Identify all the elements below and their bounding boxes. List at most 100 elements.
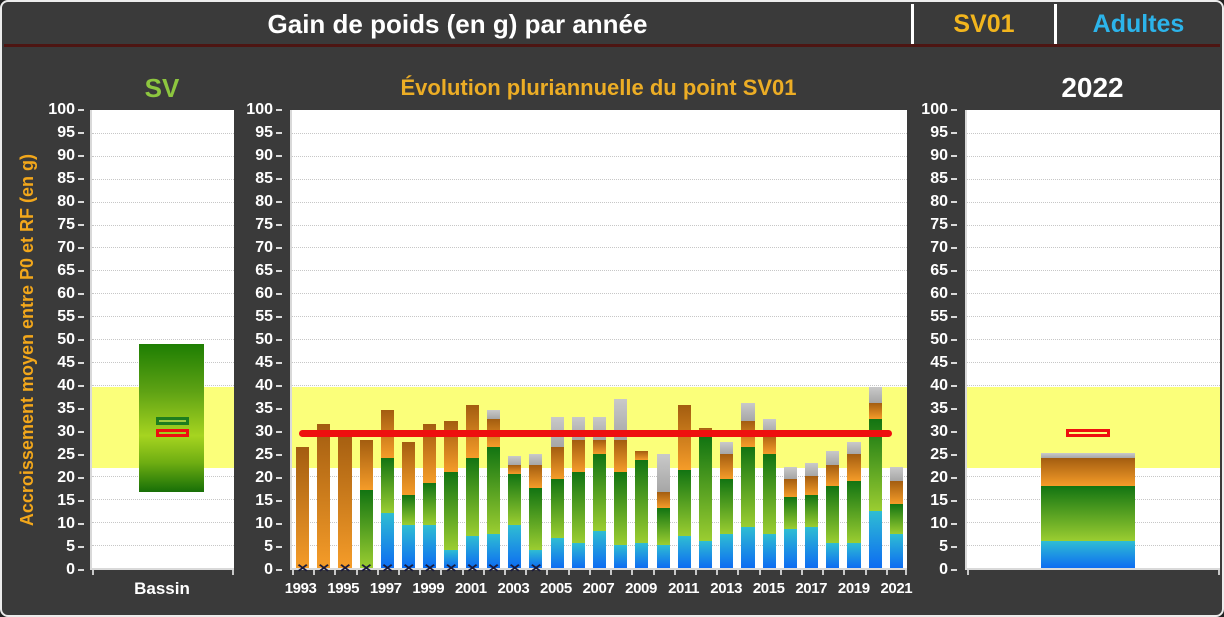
y-tick-label: 85 xyxy=(255,170,273,187)
gridline xyxy=(292,361,907,363)
bar-2019-green xyxy=(847,480,861,543)
header: Gain de poids (en g) par année SV01 Adul… xyxy=(4,4,1220,47)
y-tick-mark xyxy=(276,431,282,433)
reference-rect-green xyxy=(155,417,189,426)
year-marker-1999: ✕ xyxy=(423,562,437,575)
x-label-bassin: Bassin xyxy=(134,579,190,598)
y-tick-mark xyxy=(78,109,84,111)
bar-2021-gray xyxy=(889,467,903,481)
y-tick-mark xyxy=(78,178,84,180)
y-tick-label: 55 xyxy=(930,308,948,325)
y-tick-mark xyxy=(951,109,957,111)
y-axis-2022: 100 95 90 85 80 75 70 65 60 55 50 45 40 35 30 25 20 15 10 5… xyxy=(916,102,957,578)
x-year-label-2021: 2021 xyxy=(880,580,913,597)
x-axis-tick xyxy=(905,570,907,575)
bar-2002-green xyxy=(486,446,501,534)
panel-title-evolution: Évolution pluriannuelle du point SV01 xyxy=(400,75,797,100)
bar-1993-orange xyxy=(296,446,310,568)
reference-rect-red-2022 xyxy=(1066,428,1110,438)
y-tick-mark xyxy=(951,132,957,134)
year-marker-1994: ✕ xyxy=(317,562,331,575)
x-axis-tick xyxy=(737,570,740,575)
bar-2010-gray xyxy=(656,453,670,493)
bar-2013-green xyxy=(720,478,734,534)
bar-2019-orange xyxy=(847,453,861,481)
bar-2013-orange xyxy=(720,453,734,479)
bar-2012-blue xyxy=(698,540,713,568)
y-tick-label: 5 xyxy=(939,538,948,555)
y-tick-label: 5 xyxy=(264,538,273,555)
y-tick-label: 20 xyxy=(57,469,75,486)
bar-2003-green xyxy=(508,474,522,525)
y-tick-label: 90 xyxy=(57,147,75,164)
bar-2004-gray xyxy=(529,453,543,465)
bar-2018-orange xyxy=(826,464,840,486)
y-tick-mark xyxy=(78,224,84,226)
y-tick-mark xyxy=(951,454,957,456)
x-year-label-2015: 2015 xyxy=(752,580,785,597)
bar-2016-orange xyxy=(783,478,797,498)
gridline xyxy=(967,178,1220,180)
y-tick-mark xyxy=(78,431,84,433)
y-tick-label: 30 xyxy=(57,423,75,440)
bar-2009-green xyxy=(635,460,649,543)
y-tick-mark xyxy=(78,385,84,387)
year-marker-2001: ✕ xyxy=(465,562,479,575)
y-tick-mark xyxy=(951,477,957,479)
bar-2015-gray xyxy=(762,419,776,433)
gridline xyxy=(92,155,234,157)
x-axis-tick xyxy=(967,570,969,575)
x-axis-tick xyxy=(864,570,867,575)
bar-2008-green xyxy=(614,471,628,546)
y-tick-label: 35 xyxy=(57,400,75,417)
x-axis-tick xyxy=(694,570,697,575)
x-axis-tick xyxy=(232,570,234,575)
y-tick-label: 10 xyxy=(57,515,75,532)
y-tick-mark xyxy=(78,247,84,249)
x-axis-tick xyxy=(334,570,337,575)
bar-2014-green xyxy=(741,446,755,527)
x-axis-tick xyxy=(885,570,888,575)
y-tick-mark xyxy=(276,247,282,249)
y-tick-label: 85 xyxy=(57,170,75,187)
bar-2018-gray xyxy=(826,451,840,465)
reference-rect-red xyxy=(155,429,189,438)
bar-1996-orange xyxy=(359,439,373,491)
x-year-label-1999: 1999 xyxy=(412,580,445,597)
bar-2008-gray xyxy=(614,398,628,440)
bar-1997-blue xyxy=(380,513,394,568)
bar-2006-orange xyxy=(571,439,585,472)
bar-1998-orange xyxy=(402,442,416,495)
y-tick-mark xyxy=(951,316,957,318)
y-tick-mark xyxy=(78,523,84,525)
gridline xyxy=(292,132,907,134)
y-tick-label: 25 xyxy=(930,446,948,463)
y-tick-mark xyxy=(276,316,282,318)
y-tick-label: 0 xyxy=(939,561,948,578)
y-axis-basin: 100 95 90 85 80 75 70 65 60 55 50 45 40 35 30 25 20 15 10 5… xyxy=(46,102,84,578)
gridline xyxy=(92,178,234,180)
y-tick-label: 60 xyxy=(255,285,273,302)
bar-2007-green xyxy=(592,453,607,532)
y-tick-mark xyxy=(951,431,957,433)
y-tick-mark xyxy=(276,500,282,502)
y-tick-label: 75 xyxy=(255,216,273,233)
y-tick-mark xyxy=(276,339,282,341)
y-tick-label: 20 xyxy=(930,469,948,486)
year-marker-1996: ✕ xyxy=(359,562,373,575)
bar-2005-blue xyxy=(550,538,564,568)
y-tick-mark xyxy=(78,500,84,502)
y-tick-label: 70 xyxy=(255,239,273,256)
y-axis-label: Accroissement moyen entre P0 et RF (en g… xyxy=(8,110,46,570)
y-tick-label: 65 xyxy=(57,262,75,279)
y-tick-label: 10 xyxy=(255,515,273,532)
bar-2021-blue xyxy=(889,533,903,568)
year-marker-2002: ✕ xyxy=(487,562,500,575)
bar-2010-blue xyxy=(656,545,670,568)
bar-2017-green xyxy=(804,494,819,527)
x-axis-tick xyxy=(822,570,825,575)
x-year-label-1995: 1995 xyxy=(327,580,360,597)
y-tick-mark xyxy=(951,569,957,571)
year-marker-1993: ✕ xyxy=(296,562,309,575)
y-tick-mark xyxy=(78,339,84,341)
